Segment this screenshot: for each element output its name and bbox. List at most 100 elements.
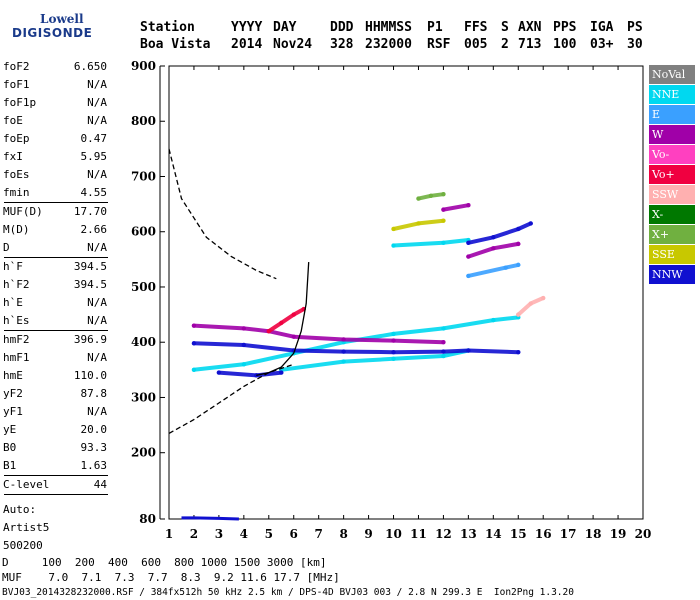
param-row: hmE 110.0 [0,367,112,385]
param-row: foEs N/A [0,166,112,184]
echo-point [391,356,396,361]
x-tick-label: 17 [560,527,577,541]
logo-line1: Lowell [40,12,84,26]
echo-point [391,243,396,248]
param-row: foF1 N/A [0,76,112,94]
x-tick-label: 5 [265,527,273,541]
echo-point [466,237,471,243]
param-value: 0.47 [80,132,108,145]
legend-item-nnw: NNW [649,264,695,285]
echo-point [466,240,471,245]
echo-point [416,196,421,201]
param-name: foE [3,114,23,127]
echo-point [541,295,546,301]
echo-point [466,348,471,353]
param-value: N/A [87,168,107,181]
echo-point [466,203,471,208]
echo-trace [416,192,446,201]
param-value: N/A [87,241,107,254]
echo-point [266,328,271,334]
legend-item-e: E [649,104,695,125]
param-value: N/A [87,78,107,91]
echo-point [391,331,396,337]
echo-point [301,306,306,312]
param-name: C-level [3,478,50,491]
param-value: N/A [87,351,107,364]
param-name: yE [3,423,17,436]
echo-point [291,334,296,339]
digisonde-logo: Lowell DIGISONDE [0,0,135,58]
legend-item-ssw: SSW [649,184,695,205]
echo-trace [516,296,546,317]
echo-point [266,328,271,334]
param-name: B1 [3,459,17,472]
x-tick-label: 7 [315,527,323,541]
scaled-parameters-panel: foF2 6.650 foF1 N/A foF1p N/A foE N/A foEp 0.47 fx… [0,58,112,555]
param-name: fmin [3,186,30,199]
echo-point [341,349,346,354]
param-name: foF1 [3,78,30,91]
param-name: h`Es [3,314,30,327]
legend-item-sse: SSE [649,244,695,265]
echo-trace [266,307,306,334]
param-name: fxI [3,150,23,163]
echo-point [516,226,521,232]
legend-item-x-: X- [649,204,695,225]
header-label-ddd: DDD [330,20,354,35]
x-tick-label: 18 [585,527,602,541]
y-tick-label: 500 [131,280,156,294]
echo-point [391,338,396,343]
echo-point [241,362,247,367]
param-row: h`F2 394.5 [0,276,112,294]
param-value: N/A [87,296,107,309]
x-tick-label: 20 [635,527,652,541]
echo-point [279,370,284,375]
header-label-day: DAY [273,20,297,35]
legend-item-x-: X+ [649,224,695,245]
autoscale-line: 500200 [3,539,43,552]
x-tick-label: 2 [190,527,198,541]
param-value: 394.5 [73,278,107,291]
param-name: h`F2 [3,278,30,291]
param-row: B0 93.3 [0,439,112,457]
header-label-iga: IGA [590,20,614,35]
param-row: foF1p N/A [0,94,112,112]
param-row: MUF(D) 17.70 [0,203,112,221]
y-tick-label: 200 [131,446,156,460]
echo-point [191,367,197,373]
echo-trace [441,203,471,212]
autoscale-line: Auto: [3,503,37,516]
echo-point [491,246,496,251]
logo-line2: DIGISONDE [12,26,93,40]
param-value: 5.95 [80,150,108,163]
echo-point [254,373,259,378]
header-label-pps: PPS [553,20,577,35]
header-value-day: Nov24 [273,37,313,52]
legend-item-vo-: Vo+ [649,164,695,185]
param-name: foEp [3,132,30,145]
header-value-hhmmss: 232000 [365,37,412,52]
x-tick-label: 13 [460,527,477,541]
echo-point [241,342,247,348]
echo-point [416,221,421,226]
param-name: h`F [3,260,23,273]
param-row: fxI 5.95 [0,148,112,166]
param-value: 87.8 [80,387,108,400]
param-name: foF2 [3,60,30,73]
echo-trace [466,221,533,245]
x-tick-label: 6 [290,527,298,541]
echo-point [466,348,471,353]
param-row: fmin 4.55 [0,184,112,202]
param-row: C-level 44 [0,476,112,494]
echo-point [441,218,446,223]
y-tick-label: 80 [139,512,156,526]
legend-item-w: W [649,124,695,145]
echo-point [503,265,508,270]
param-row: foE N/A [0,112,112,130]
x-tick-label: 19 [610,527,627,541]
header-label-s: S [501,20,509,35]
param-name: D [3,241,10,254]
echo-point [241,326,247,331]
param-row: h`E N/A [0,294,112,312]
param-separator [4,330,108,331]
